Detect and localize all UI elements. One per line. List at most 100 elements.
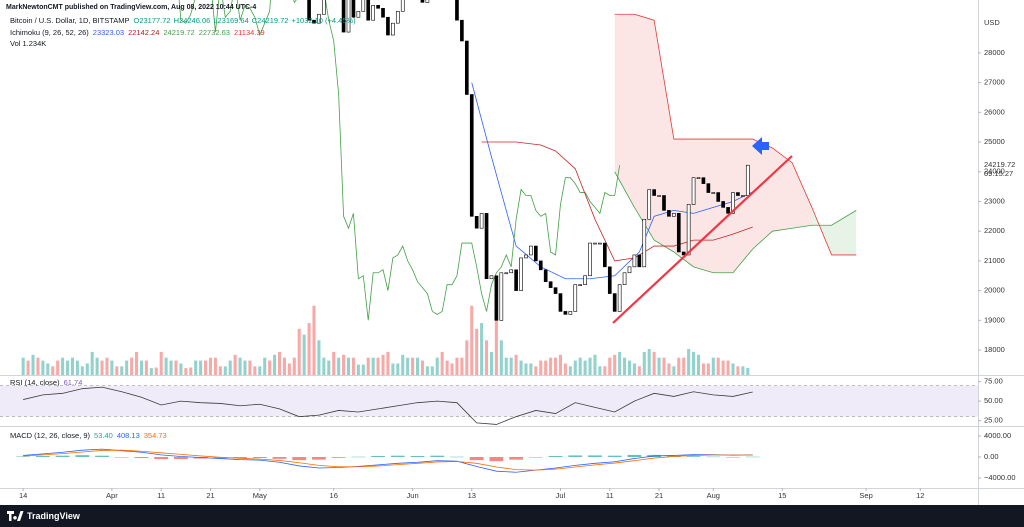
volume-bar bbox=[494, 317, 498, 375]
candle bbox=[529, 245, 533, 256]
y-tick-label: 21000 bbox=[984, 256, 1005, 265]
candle bbox=[741, 195, 745, 197]
volume-bar bbox=[618, 351, 622, 375]
candle bbox=[548, 281, 553, 288]
volume-bar bbox=[608, 357, 612, 375]
volume-bar bbox=[46, 363, 50, 375]
candle bbox=[524, 254, 528, 259]
macd-histogram-bar bbox=[410, 455, 425, 458]
cloud-segment bbox=[654, 20, 674, 252]
x-tick-label: Jul bbox=[556, 491, 566, 500]
trend-line bbox=[612, 155, 793, 324]
macd-histogram-bar bbox=[745, 456, 760, 458]
volume-bar bbox=[105, 357, 109, 375]
volume-bar bbox=[401, 354, 405, 375]
volume-bar bbox=[425, 366, 429, 375]
candle bbox=[395, 10, 400, 24]
rsi-tick-label: 25.00 bbox=[984, 416, 1003, 425]
volume-bar bbox=[297, 328, 301, 375]
volume-bar bbox=[534, 366, 538, 375]
candle bbox=[573, 284, 578, 312]
volume-bar bbox=[361, 364, 365, 375]
y-tick-label: 20000 bbox=[984, 286, 1005, 295]
volume-bar bbox=[204, 360, 208, 375]
volume-bar bbox=[415, 357, 420, 375]
countdown: 09:15:27 bbox=[984, 169, 1013, 178]
volume-bar bbox=[164, 357, 168, 375]
volume-bar bbox=[524, 363, 528, 375]
x-tick-label: 13 bbox=[468, 491, 476, 500]
volume-bar bbox=[287, 363, 291, 375]
candle bbox=[622, 272, 627, 285]
volume-bar bbox=[406, 357, 410, 375]
cloud-segment bbox=[673, 139, 694, 267]
x-tick-label: Sep bbox=[859, 491, 872, 500]
rsi-value: 61.74 bbox=[64, 378, 83, 387]
candle bbox=[681, 251, 686, 256]
tenkan-line bbox=[471, 82, 753, 280]
volume-bar bbox=[544, 360, 548, 375]
axes: 18000 19000 20000 21000 22000 23000 24000 25000… bbox=[0, 0, 1024, 505]
candle bbox=[686, 204, 691, 256]
volume-bar bbox=[130, 357, 134, 375]
macd-histogram-bar bbox=[114, 457, 129, 458]
volume-bar bbox=[66, 360, 70, 375]
candle bbox=[563, 311, 568, 315]
volume-bar bbox=[366, 357, 370, 375]
volume-bar bbox=[746, 367, 750, 375]
macd-histogram-bar bbox=[489, 457, 504, 462]
candle bbox=[736, 192, 740, 196]
volume-bar bbox=[420, 360, 424, 375]
x-tick-label: May bbox=[253, 491, 267, 500]
macd-pane bbox=[16, 448, 760, 473]
volume-bar bbox=[613, 354, 617, 375]
volume-bar bbox=[356, 364, 360, 375]
candle bbox=[716, 192, 721, 202]
volume-bar bbox=[317, 340, 321, 375]
cloud-segment bbox=[693, 139, 714, 273]
candle bbox=[460, 19, 464, 42]
volume-bar bbox=[61, 357, 65, 375]
cloud-segment bbox=[792, 162, 812, 229]
currency: USD bbox=[984, 18, 1000, 27]
y-tick-label: 23000 bbox=[984, 196, 1005, 205]
candle bbox=[514, 269, 518, 291]
candle bbox=[455, 0, 459, 21]
volume-bar bbox=[430, 366, 434, 375]
macd-histogram-bar bbox=[548, 455, 563, 458]
candle bbox=[534, 245, 538, 262]
macd-histogram-bar bbox=[390, 455, 405, 458]
publisher: MarkNewtonCMT published on TradingView.c… bbox=[6, 4, 256, 11]
ohlc-low: L23169.64 bbox=[213, 16, 248, 25]
volume-bar bbox=[692, 351, 696, 375]
candle bbox=[711, 192, 716, 194]
ohlc-high: H24246.06 bbox=[174, 16, 211, 25]
candle bbox=[612, 293, 617, 312]
candle bbox=[647, 189, 652, 220]
candle bbox=[583, 275, 587, 285]
volume-bar bbox=[445, 360, 449, 375]
volume-bar bbox=[228, 360, 232, 375]
macd-histogram-bar bbox=[686, 456, 701, 458]
volume-bar bbox=[85, 363, 89, 375]
arrow-annotation bbox=[752, 137, 769, 155]
macd-histogram-bar bbox=[55, 455, 70, 458]
candle bbox=[745, 164, 750, 196]
candle bbox=[371, 5, 375, 21]
ichimoku-title: Ichimoku (9, 26, 52, 26) bbox=[10, 28, 89, 37]
macd-histogram-bar bbox=[528, 457, 543, 458]
volume-bar bbox=[169, 360, 173, 375]
volume-bar bbox=[70, 357, 74, 375]
candle bbox=[361, 0, 366, 12]
rsi-header: RSI (14, close) 61.74 bbox=[10, 378, 82, 387]
volume-bar bbox=[327, 360, 331, 375]
price-pane bbox=[21, 0, 857, 375]
volume-bar bbox=[248, 360, 252, 375]
volume-bar bbox=[573, 360, 577, 375]
brand[interactable]: TradingView bbox=[27, 511, 81, 521]
volume-bar bbox=[583, 360, 587, 375]
volume-bar bbox=[721, 360, 725, 375]
x-tick-label: Aug bbox=[707, 491, 720, 500]
volume-bar bbox=[139, 360, 144, 375]
